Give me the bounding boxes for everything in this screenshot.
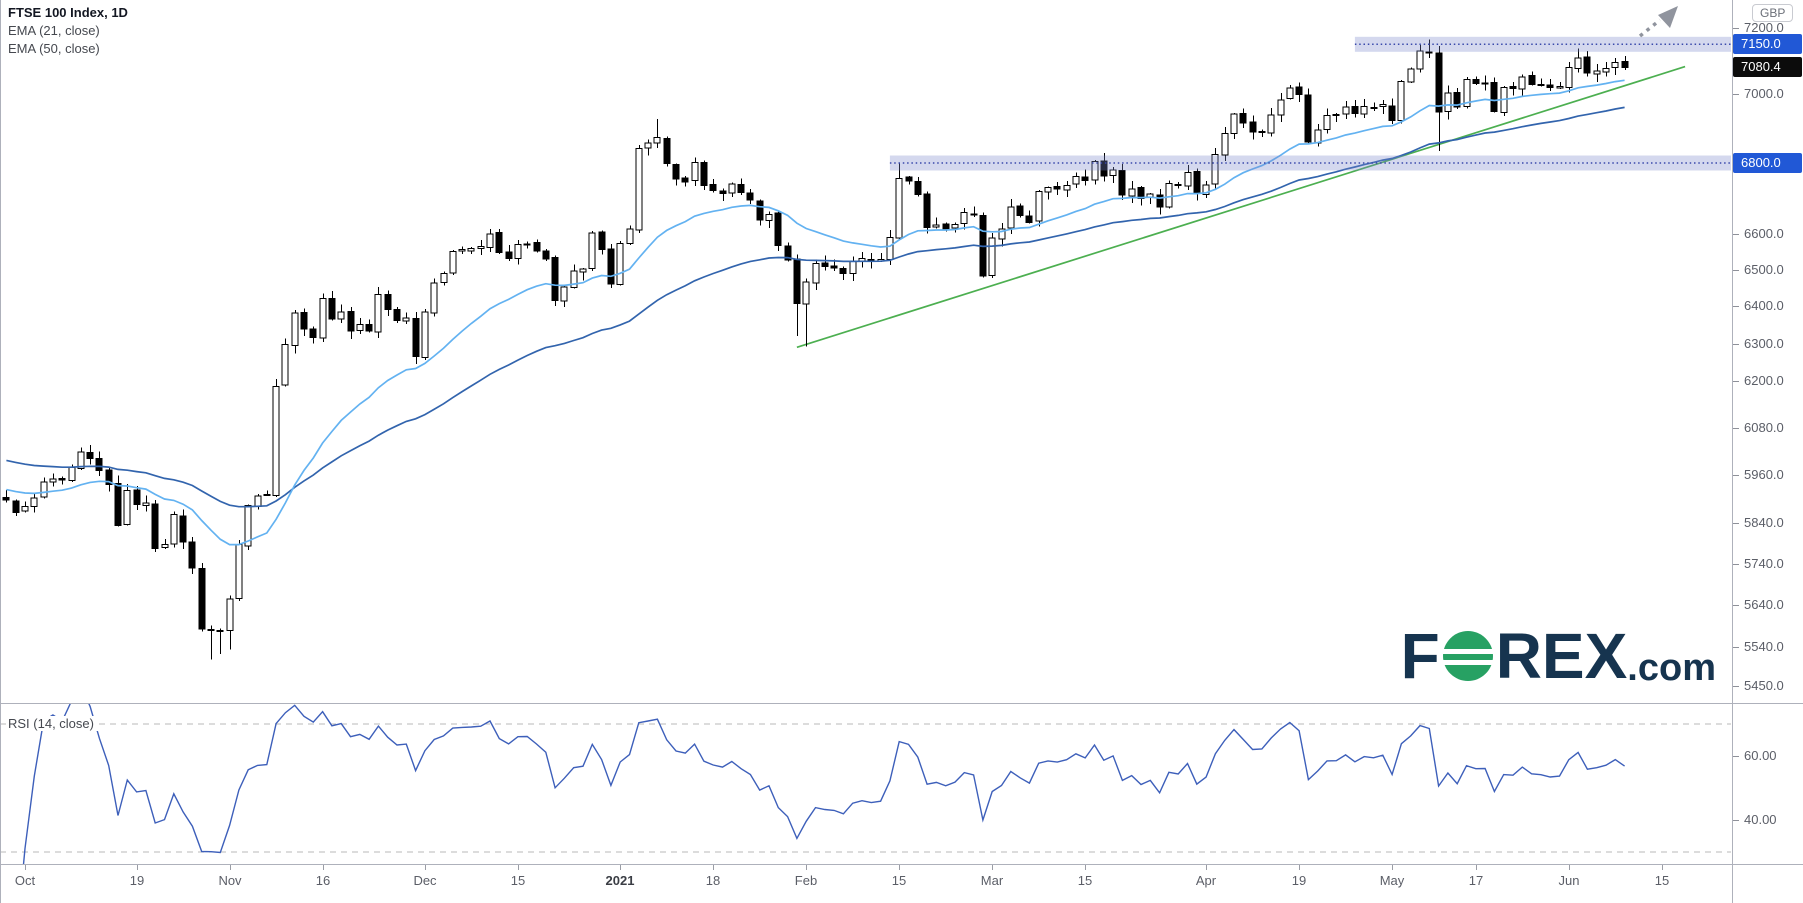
time-label-19: 19 — [1291, 873, 1307, 888]
rsi-tick-60.00: 60.00 — [1733, 748, 1777, 763]
time-label-Apr: Apr — [1195, 873, 1217, 888]
trendline-drawing[interactable] — [796, 65, 1686, 349]
last-price-badge: 7080.4 — [1733, 57, 1802, 77]
price-tick-5740.0: 5740.0 — [1733, 556, 1784, 571]
level-price-badge-7150.0: 7150.0 — [1733, 34, 1802, 54]
time-tick — [1299, 865, 1300, 870]
price-tick-5450.0: 5450.0 — [1733, 678, 1784, 693]
price-tick-6500.0: 6500.0 — [1733, 262, 1784, 277]
time-label-Dec: Dec — [413, 873, 437, 888]
level-line-support-6800[interactable] — [889, 155, 1732, 171]
indicator-ema21-label[interactable]: EMA (21, close) — [8, 23, 100, 38]
rsi-line[interactable] — [16, 686, 1626, 903]
price-tick-5540.0: 5540.0 — [1733, 639, 1784, 654]
time-tick — [230, 865, 231, 870]
trend-arrow-drawing[interactable] — [1638, 6, 1678, 38]
time-label-May: May — [1379, 873, 1405, 888]
time-tick — [899, 865, 900, 870]
time-tick — [1206, 865, 1207, 870]
time-label-Jun: Jun — [1558, 873, 1580, 888]
time-label-Feb: Feb — [794, 873, 818, 888]
rsi-pane[interactable] — [0, 686, 1732, 903]
time-label-17: 17 — [1468, 873, 1484, 888]
time-tick — [1392, 865, 1393, 870]
time-label-19: 19 — [129, 873, 145, 888]
rsi-indicator-label[interactable]: RSI (14, close) — [8, 716, 98, 731]
indicator-ema50-label[interactable]: EMA (50, close) — [8, 41, 100, 56]
price-tick-6400.0: 6400.0 — [1733, 298, 1784, 313]
currency-badge: GBP — [1752, 4, 1794, 22]
price-tick-5840.0: 5840.0 — [1733, 515, 1784, 530]
forex-com-watermark: F REX .com — [1401, 624, 1716, 688]
ema-21-line[interactable] — [6, 79, 1625, 546]
time-tick — [518, 865, 519, 870]
time-label-Oct: Oct — [14, 873, 36, 888]
time-label-Mar: Mar — [980, 873, 1004, 888]
time-label-15: 15 — [891, 873, 907, 888]
forex-o-logo-icon — [1442, 631, 1493, 681]
chart-legend: FTSE 100 Index, 1D EMA (21, close) EMA (… — [8, 5, 128, 56]
candlestick-series[interactable] — [2, 39, 1629, 660]
time-tick — [1662, 865, 1663, 870]
price-tick-6080.0: 6080.0 — [1733, 420, 1784, 435]
time-tick — [1476, 865, 1477, 870]
time-tick — [1085, 865, 1086, 870]
price-tick-6600.0: 6600.0 — [1733, 226, 1784, 241]
time-tick — [323, 865, 324, 870]
time-tick — [25, 865, 26, 870]
ema-50-line[interactable] — [6, 106, 1625, 508]
price-tick-5640.0: 5640.0 — [1733, 597, 1784, 612]
price-tick-6300.0: 6300.0 — [1733, 336, 1784, 351]
rsi-tick-40.00: 40.00 — [1733, 812, 1777, 827]
level-line-resistance-7150[interactable] — [1354, 36, 1732, 52]
price-tick-7000.0: 7000.0 — [1733, 86, 1784, 101]
price-tick-7200.0: 7200.0 — [1733, 20, 1784, 35]
time-label-Nov: Nov — [218, 873, 242, 888]
level-price-badge-6800.0: 6800.0 — [1733, 153, 1802, 173]
time-tick — [620, 865, 621, 870]
time-label-15: 15 — [510, 873, 526, 888]
time-tick — [806, 865, 807, 870]
time-tick — [992, 865, 993, 870]
price-tick-5960.0: 5960.0 — [1733, 467, 1784, 482]
time-tick — [1569, 865, 1570, 870]
time-tick — [425, 865, 426, 870]
time-label-15: 15 — [1654, 873, 1670, 888]
time-tick — [137, 865, 138, 870]
time-label-2021: 2021 — [605, 873, 635, 888]
time-label-16: 16 — [315, 873, 331, 888]
time-label-18: 18 — [705, 873, 721, 888]
watermark-com: .com — [1627, 647, 1716, 689]
watermark-f: F — [1400, 620, 1440, 692]
watermark-rex: REX — [1495, 620, 1628, 692]
price-tick-6200.0: 6200.0 — [1733, 373, 1784, 388]
time-tick — [713, 865, 714, 870]
symbol-title[interactable]: FTSE 100 Index, 1D — [8, 5, 128, 20]
time-label-15: 15 — [1077, 873, 1093, 888]
